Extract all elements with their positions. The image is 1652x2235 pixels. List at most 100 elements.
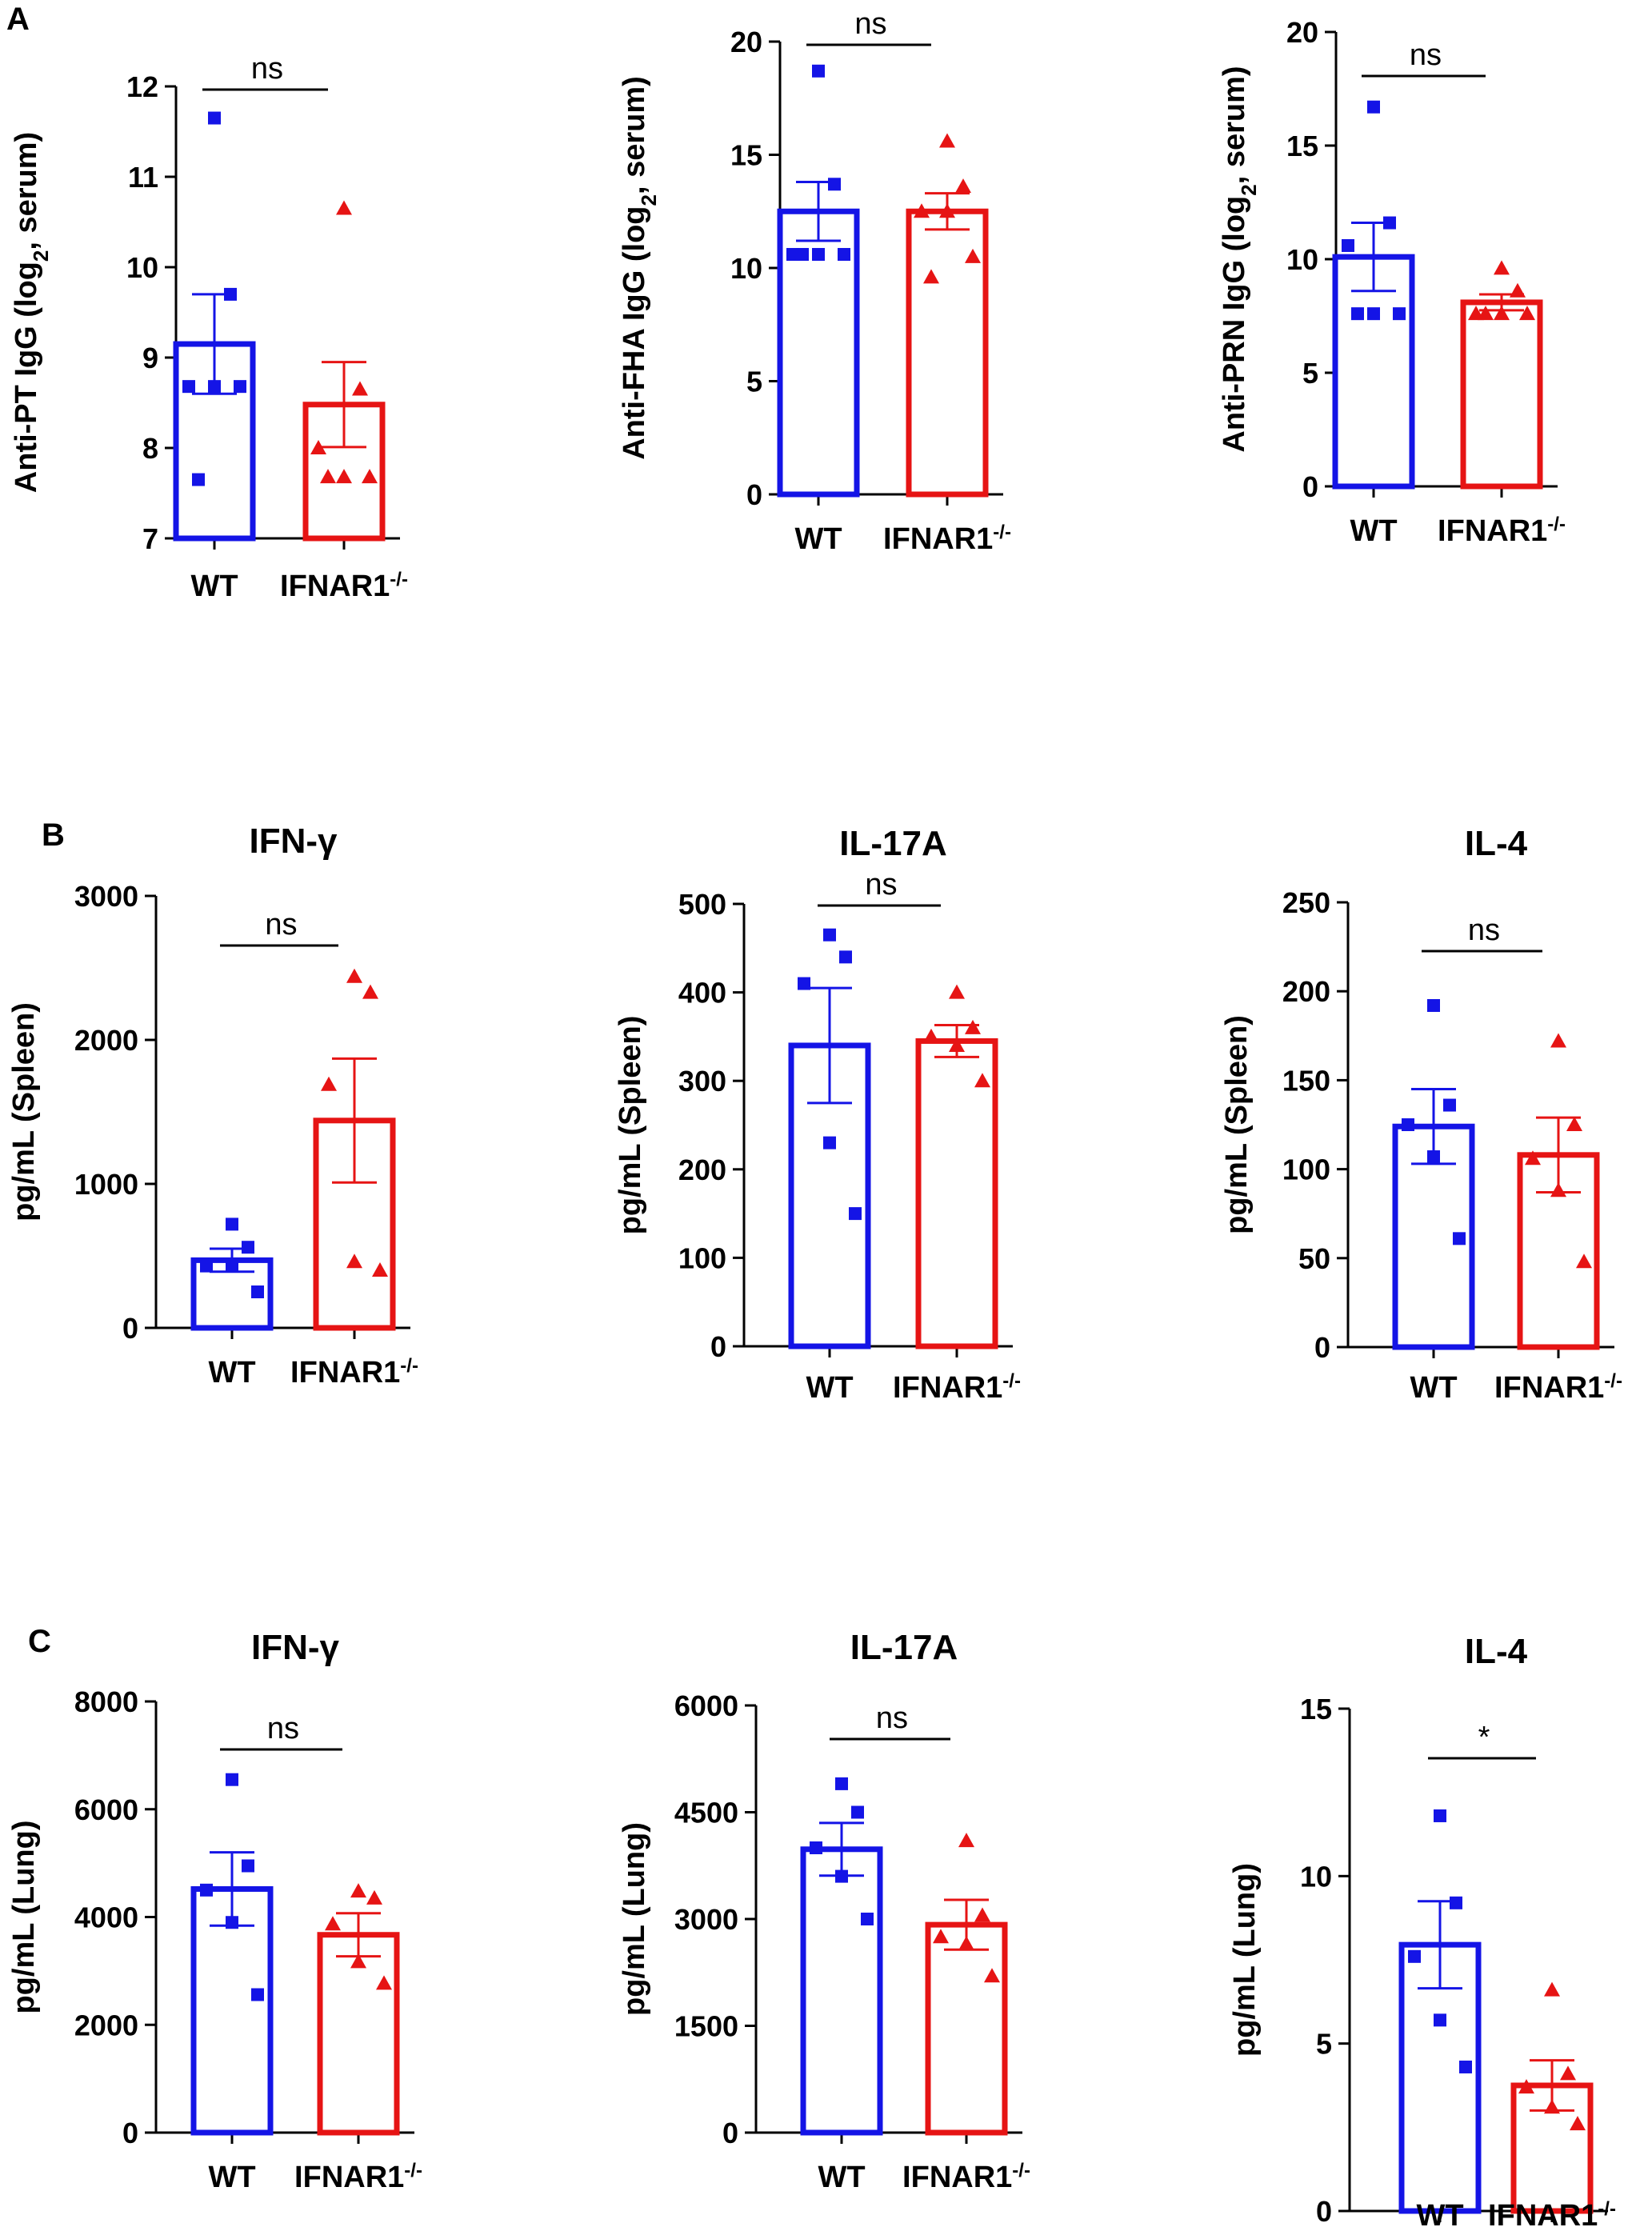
bar-ifnar1 [1460, 299, 1543, 490]
data-point-square [835, 1869, 848, 1883]
chart-3: 0 5 10 15 20 Anti-PRN IgG (log2, serum) WT IFNA… [1218, 16, 1566, 548]
data-point-triangle [362, 984, 378, 999]
data-point-triangle [1544, 2099, 1560, 2114]
data-point-triangle [923, 269, 939, 284]
chart-title: IL-17A [850, 1628, 958, 1667]
data-point-triangle [923, 1028, 939, 1043]
data-point-triangle [350, 1953, 366, 1969]
y-tick-label: 4000 [74, 1901, 138, 1934]
data-point-square [226, 1773, 238, 1786]
significance-label: ns [876, 1701, 908, 1735]
y-tick-label: 1500 [674, 2010, 738, 2043]
y-tick-label: 15 [1286, 130, 1318, 162]
y-tick-label: 150 [1282, 1064, 1330, 1097]
y-tick-label: 7 [142, 522, 158, 555]
chart-title: IL-4 [1465, 824, 1528, 863]
data-point-square [1383, 216, 1396, 230]
data-point-triangle [346, 1253, 362, 1269]
data-point-triangle [336, 469, 352, 484]
y-tick-label: 5 [746, 366, 762, 398]
data-point-triangle [310, 440, 326, 454]
data-point-square [1402, 1118, 1414, 1131]
y-tick-label: 4500 [674, 1797, 738, 1829]
data-point-triangle [914, 203, 930, 218]
data-point-square [812, 248, 825, 262]
data-point-square [1408, 1949, 1421, 1963]
significance-label: ns [865, 868, 897, 902]
significance-label: * [1478, 1721, 1490, 1754]
data-point-square [1393, 307, 1406, 321]
data-point-square [234, 380, 246, 394]
panel-letter-a: A [6, 2, 30, 37]
chart-title: IL-4 [1465, 1632, 1528, 1671]
y-tick-label: 50 [1298, 1242, 1330, 1275]
data-point-square [224, 287, 237, 301]
x-category-label: IFNAR1-/- [280, 569, 408, 604]
y-tick-label: 0 [122, 2117, 138, 2149]
data-point-triangle [1570, 2116, 1586, 2131]
data-point-triangle [933, 1929, 949, 1944]
data-point-triangle [1576, 1253, 1592, 1269]
data-point-square [208, 111, 221, 125]
significance-label: ns [1468, 914, 1500, 947]
data-point-square [1367, 100, 1380, 114]
y-tick-label: 400 [678, 977, 726, 1010]
x-category-label: WT [208, 2161, 255, 2194]
data-point-triangle [346, 968, 362, 983]
data-point-triangle [965, 248, 981, 263]
y-tick-label: 8 [142, 432, 158, 465]
data-point-triangle [1544, 1981, 1560, 1997]
chart-9: IL-4 0 5 10 15 pg/mL (Lung) WT IFNAR1-/- * [1228, 1632, 1616, 2233]
data-point-triangle [321, 1076, 337, 1091]
data-point-square [812, 64, 825, 78]
x-category-label: IFNAR1-/- [290, 1355, 418, 1390]
data-point-square [798, 977, 810, 990]
y-axis-label: pg/mL (Spleen) [614, 1016, 647, 1235]
y-tick-label: 5 [1302, 357, 1318, 390]
data-point-triangle [1510, 282, 1526, 298]
bar-ifnar1 [925, 1921, 1008, 2136]
data-point-square [1342, 238, 1354, 252]
y-tick-label: 300 [678, 1065, 726, 1098]
chart-1: 7 8 9 10 11 12 Anti-PT IgG (log2, serum) WT IFNA… [10, 52, 408, 603]
y-tick-label: 5 [1316, 2028, 1332, 2061]
data-point-square [1427, 998, 1440, 1012]
data-point-square [1434, 2013, 1446, 2027]
y-tick-label: 200 [1282, 975, 1330, 1008]
y-tick-label: 11 [128, 161, 158, 194]
y-tick-label: 0 [746, 478, 762, 511]
x-category-label: WT [1350, 514, 1397, 548]
significance-label: ns [854, 7, 886, 41]
data-point-triangle [958, 1833, 974, 1848]
data-point-square [226, 1217, 238, 1231]
data-point-square [251, 1988, 264, 2001]
y-axis-label: Anti-PRN IgG (log2, serum) [1218, 66, 1261, 452]
y-tick-label: 10 [1286, 243, 1318, 276]
data-point-triangle [352, 381, 368, 396]
y-tick-label: 250 [1282, 886, 1330, 919]
data-point-square [839, 950, 852, 964]
data-point-square [208, 380, 221, 394]
data-point-square [1434, 1809, 1446, 1822]
y-tick-label: 12 [126, 70, 158, 103]
y-tick-label: 0 [1302, 470, 1318, 503]
y-tick-label: 2000 [74, 1024, 138, 1057]
data-point-square [823, 1136, 836, 1149]
data-point-triangle [350, 1883, 366, 1898]
data-point-triangle [939, 133, 955, 148]
x-category-label: IFNAR1-/- [1488, 2198, 1616, 2232]
data-point-square [796, 248, 809, 262]
chart-title: IFN-γ [250, 822, 338, 861]
data-point-triangle [1525, 1150, 1541, 1165]
data-point-triangle [1566, 1117, 1582, 1131]
data-point-square [226, 1916, 238, 1929]
significance-label: ns [267, 1712, 299, 1745]
data-point-triangle [1550, 1182, 1566, 1197]
y-tick-label: 6000 [74, 1793, 138, 1826]
data-point-triangle [372, 1262, 388, 1277]
y-tick-label: 9 [142, 342, 158, 374]
y-tick-label: 10 [126, 251, 158, 284]
data-point-square [810, 1841, 822, 1854]
data-point-triangle [1494, 306, 1510, 321]
data-point-square [1459, 2060, 1472, 2073]
